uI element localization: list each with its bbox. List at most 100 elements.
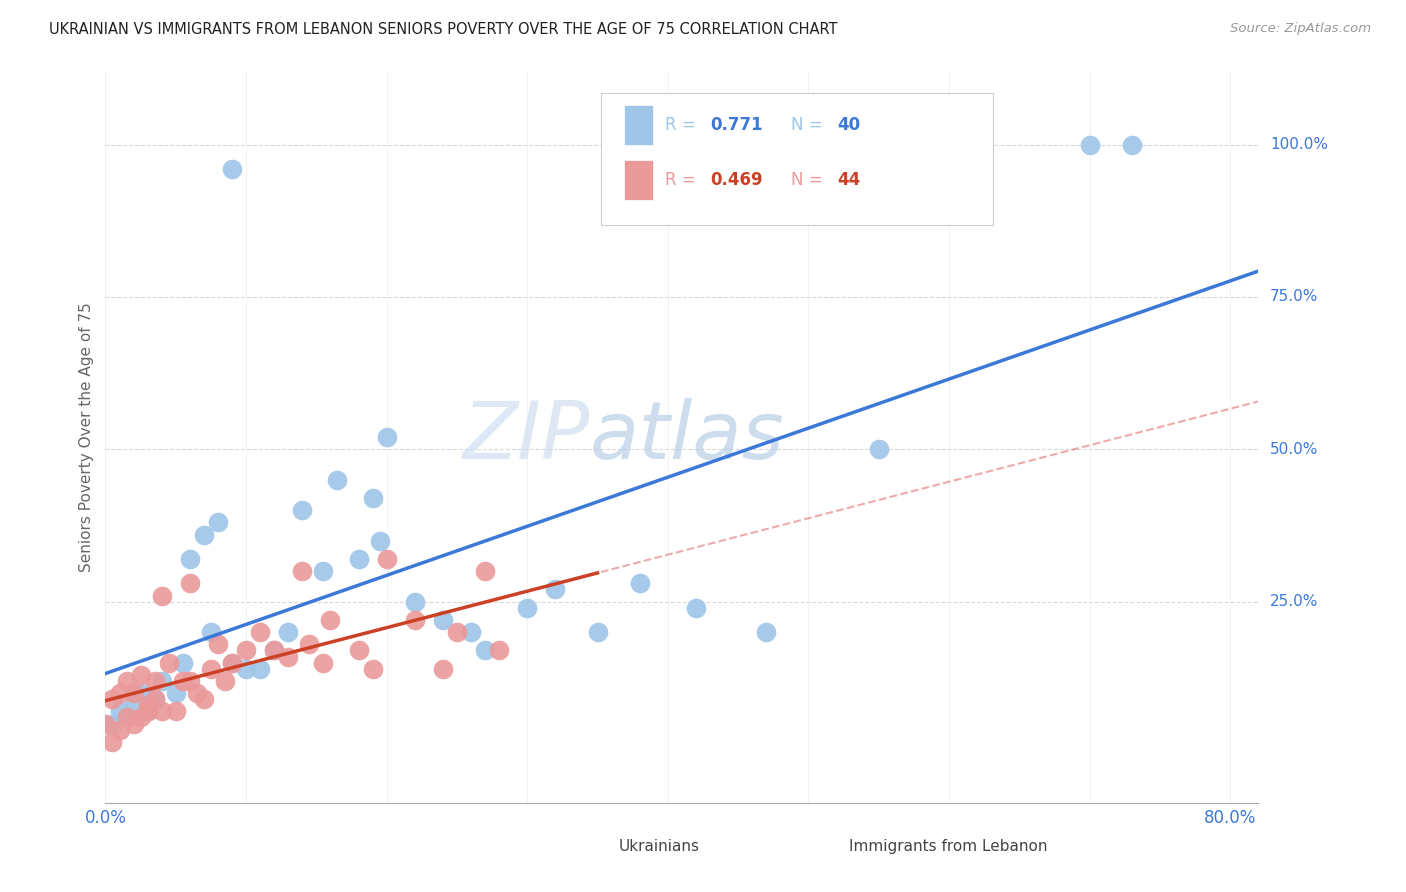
Text: 40: 40 [838,116,860,134]
Point [214,673,236,688]
Point [200,662,222,676]
Point [368,533,391,548]
Point [404,613,426,627]
Point [319,613,342,627]
Point [488,643,510,657]
Text: UKRAINIAN VS IMMIGRANTS FROM LEBANON SENIORS POVERTY OVER THE AGE OF 75 CORRELAT: UKRAINIAN VS IMMIGRANTS FROM LEBANON SEN… [49,22,838,37]
Point [326,473,349,487]
Point [249,625,271,640]
Point [235,662,257,676]
Point [263,643,285,657]
Point [249,662,271,676]
Point [108,705,131,719]
Point [404,594,426,608]
Text: Immigrants from Lebanon: Immigrants from Lebanon [849,839,1047,855]
Point [361,491,384,505]
Text: 80.0%: 80.0% [1204,809,1257,827]
Point [474,643,496,657]
Point [115,710,138,724]
Point [446,625,468,640]
Text: 50.0%: 50.0% [1270,442,1319,457]
Text: N =: N = [792,116,834,134]
Text: 44: 44 [838,171,860,189]
Point [347,643,370,657]
Point [94,716,117,731]
Point [150,589,173,603]
Point [277,649,299,664]
Point [291,564,314,578]
Point [221,656,243,670]
Point [375,552,398,566]
Point [277,625,299,640]
Point [221,656,243,670]
Point [755,625,778,640]
Point [129,667,152,681]
Point [474,564,496,578]
Text: Ukrainians: Ukrainians [619,839,700,855]
Point [179,576,201,591]
Point [108,686,131,700]
Point [115,710,138,724]
Point [115,673,138,688]
Point [207,516,229,530]
Text: 75.0%: 75.0% [1270,289,1319,304]
Point [685,600,707,615]
Point [298,637,321,651]
Point [150,673,173,688]
Text: N =: N = [792,171,834,189]
Point [165,686,187,700]
Text: 0.771: 0.771 [710,116,763,134]
Point [432,662,454,676]
Point [101,735,124,749]
Point [179,673,201,688]
Point [263,643,285,657]
Text: ZIP: ZIP [463,398,589,476]
Point [122,716,145,731]
FancyBboxPatch shape [624,160,652,200]
Text: 0.0%: 0.0% [84,809,127,827]
Point [312,564,335,578]
FancyBboxPatch shape [602,94,993,225]
Point [136,705,159,719]
Point [544,582,567,597]
Point [172,656,194,670]
Point [129,710,152,724]
Point [143,692,166,706]
Point [586,625,609,640]
Point [122,698,145,713]
Text: 100.0%: 100.0% [1270,137,1327,152]
Point [143,692,166,706]
Point [172,673,194,688]
FancyBboxPatch shape [567,830,610,863]
Point [165,705,187,719]
Point [150,705,173,719]
Point [1078,137,1101,152]
Point [186,686,208,700]
Point [516,600,538,615]
Text: R =: R = [665,116,706,134]
Point [291,503,314,517]
Point [193,527,215,541]
Point [1121,137,1143,152]
FancyBboxPatch shape [797,830,841,863]
Point [221,161,243,176]
Point [136,698,159,713]
FancyBboxPatch shape [624,105,652,145]
Point [460,625,482,640]
Point [143,673,166,688]
Point [157,656,180,670]
Y-axis label: Seniors Poverty Over the Age of 75: Seniors Poverty Over the Age of 75 [79,302,94,572]
Point [108,723,131,737]
Point [207,637,229,651]
Text: R =: R = [665,171,706,189]
Text: 25.0%: 25.0% [1270,594,1319,609]
Point [193,692,215,706]
Point [235,643,257,657]
Point [868,442,890,457]
Point [101,716,124,731]
Point [129,686,152,700]
Point [179,552,201,566]
Point [361,662,384,676]
Text: atlas: atlas [589,398,785,476]
Point [347,552,370,566]
